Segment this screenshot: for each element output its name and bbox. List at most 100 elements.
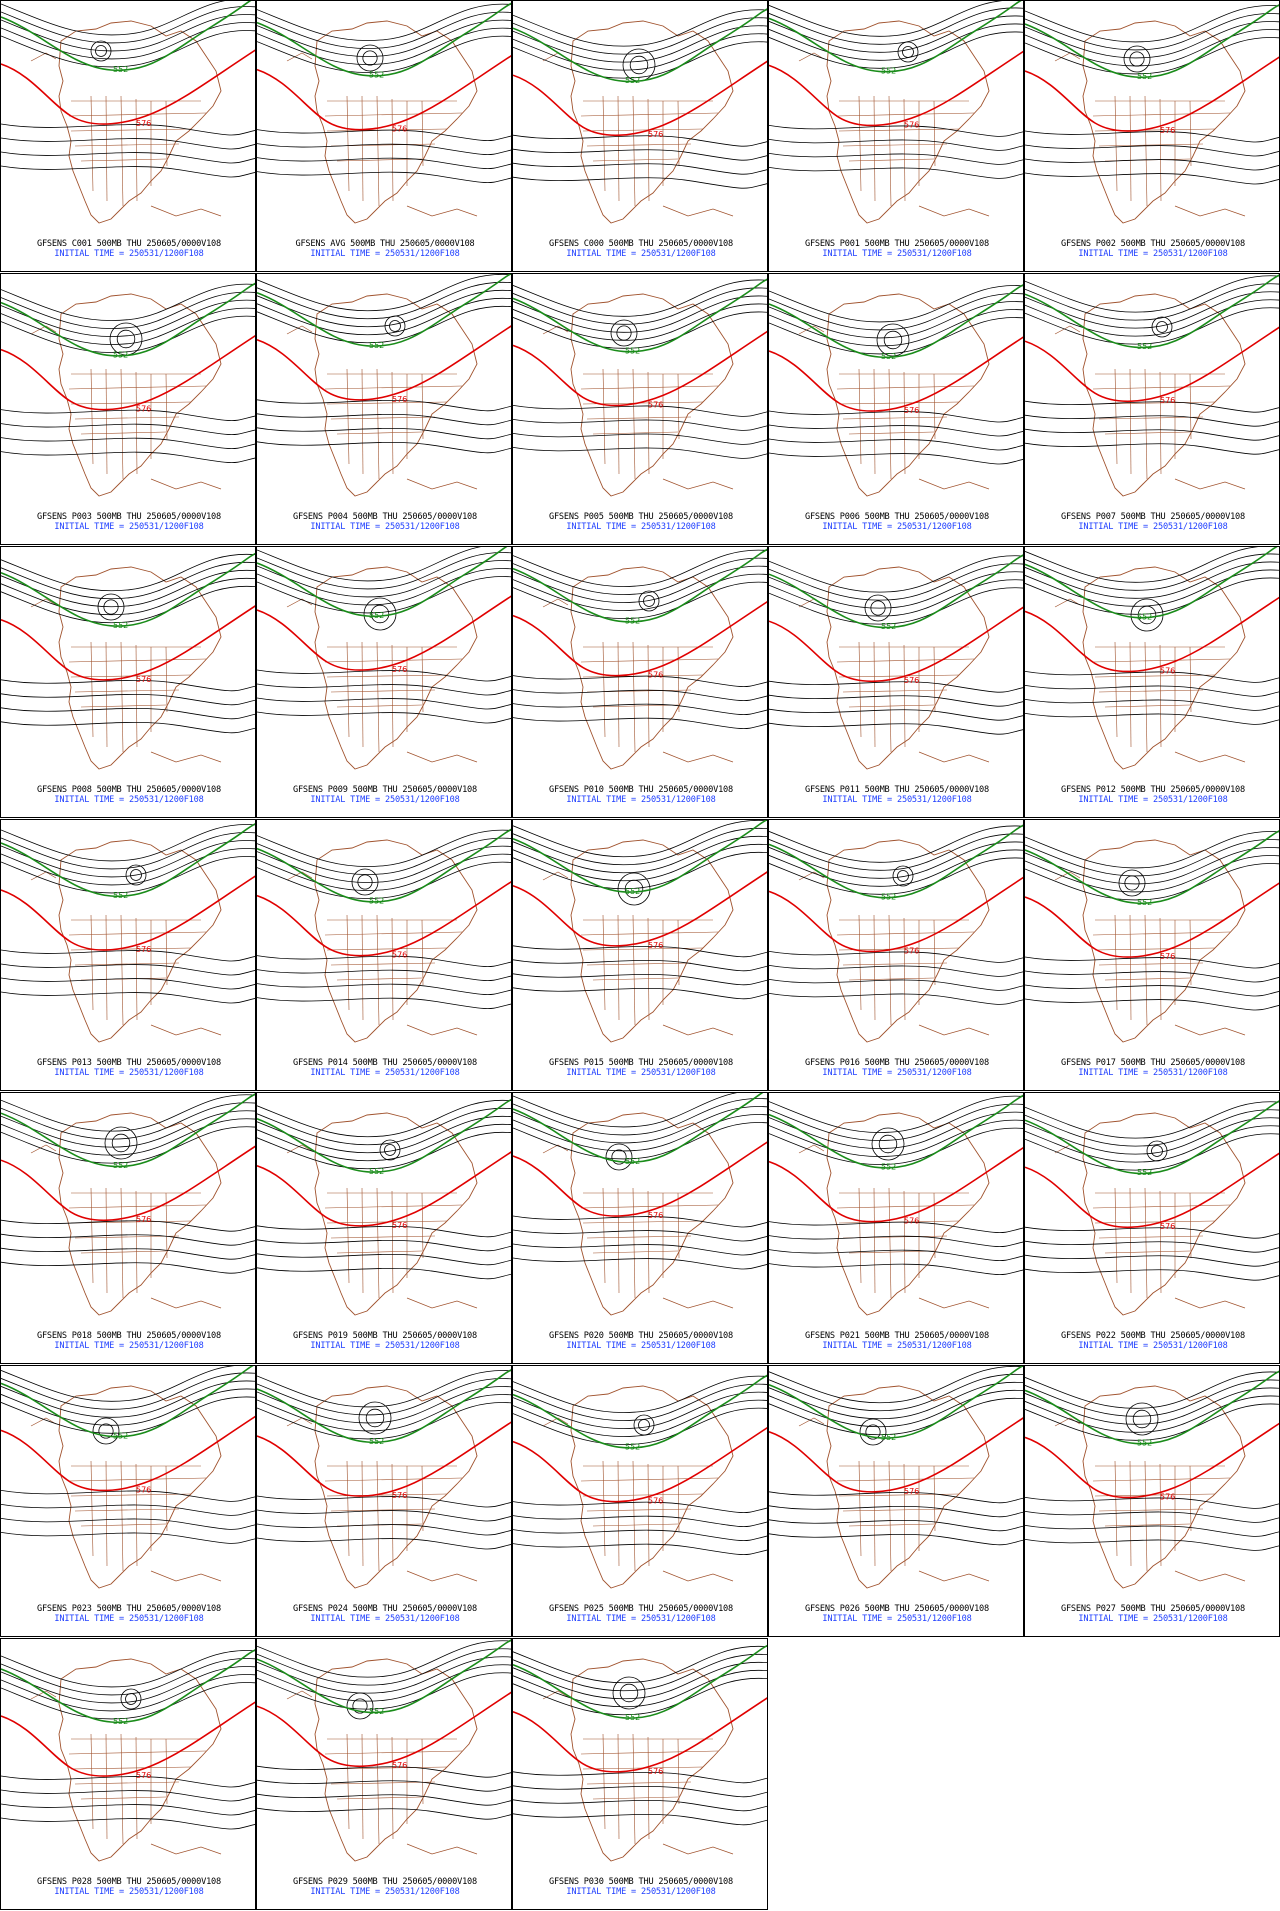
height-contour — [1025, 1268, 1279, 1281]
contour-552 — [1025, 274, 1279, 349]
panel-initial-time: INITIAL TIME = 250531/1200F108 — [822, 522, 972, 532]
state-boundary — [1094, 1493, 1216, 1497]
alaska-outline — [30, 52, 57, 62]
closed-low-contour — [116, 329, 136, 349]
contour-576 — [1, 1415, 255, 1492]
height-contour — [513, 1243, 767, 1256]
alaska-outline — [286, 871, 313, 881]
closed-low-contour — [120, 1688, 142, 1710]
height-contour — [513, 1375, 767, 1413]
height-contour — [1, 1233, 255, 1246]
state-boundary — [586, 962, 692, 966]
contour-576 — [1, 1145, 255, 1221]
contour-576 — [769, 606, 1023, 682]
contour-label-red: 576 — [648, 671, 663, 680]
height-contour-map: 552 576 — [257, 547, 511, 770]
panel-title: GFSENS P018 500MB THU 250605/0000V108 — [36, 1331, 222, 1341]
height-contour — [1025, 428, 1279, 441]
height-contour — [1, 1803, 255, 1816]
state-boundary — [933, 373, 936, 440]
contour-label-green: 552 — [1137, 898, 1152, 907]
panel-initial-time: INITIAL TIME = 250531/1200F108 — [54, 1614, 204, 1624]
height-contour — [513, 1257, 767, 1270]
contour-label-red: 576 — [648, 130, 663, 139]
state-boundary — [602, 641, 606, 738]
height-contour — [257, 983, 511, 995]
closed-low-contour — [616, 325, 632, 341]
panel-initial-time: INITIAL TIME = 250531/1200F108 — [566, 1341, 716, 1351]
height-contour — [769, 825, 1023, 863]
state-boundary — [421, 1192, 424, 1259]
alaska-outline — [542, 1144, 569, 1154]
contour-label-red: 576 — [392, 125, 407, 134]
height-contour-map: 552 576 — [1025, 547, 1279, 770]
height-contour — [513, 581, 767, 619]
ensemble-map-panel: 552 576 GFSENS P015 500MB THU 250605/0000V… — [512, 819, 768, 1091]
height-contour — [769, 841, 1023, 879]
contour-576 — [257, 1691, 511, 1767]
height-contour — [1025, 158, 1279, 171]
continent-outline — [570, 1385, 734, 1589]
state-boundary — [1159, 371, 1162, 475]
height-contour — [1025, 569, 1279, 607]
closed-low-contour — [633, 1414, 655, 1436]
contour-576 — [257, 1151, 511, 1227]
height-contour — [513, 549, 767, 587]
height-contour — [1, 1682, 255, 1720]
height-contour — [769, 438, 1023, 451]
panel-initial-time: INITIAL TIME = 250531/1200F108 — [54, 1068, 204, 1078]
height-contour — [1, 151, 255, 164]
contour-576 — [1025, 326, 1279, 402]
contour-552 — [257, 1098, 511, 1173]
height-contour-map: 552 576 — [769, 824, 1023, 1043]
ensemble-map-panel: 552 576 GFSENS P027 500MB THU 250605/0000V… — [1024, 1365, 1280, 1637]
height-contour — [769, 167, 1023, 179]
state-boundary — [135, 917, 138, 1021]
state-boundary — [376, 1460, 380, 1572]
height-contour — [513, 573, 767, 611]
state-boundary — [361, 368, 364, 475]
state-boundary — [70, 1493, 192, 1497]
state-boundary — [120, 95, 124, 207]
closed-low-contour — [612, 1676, 646, 1710]
state-boundary — [848, 431, 935, 435]
contour-label-red: 576 — [392, 951, 407, 960]
ensemble-map-panel: 552 576 GFSENS P029 500MB THU 250605/0000V… — [256, 1638, 512, 1910]
contour-552 — [1, 1649, 255, 1724]
height-contour — [513, 565, 767, 603]
closed-low-contour — [892, 865, 914, 887]
height-contour — [257, 399, 511, 412]
state-boundary — [324, 1477, 463, 1482]
height-contour — [769, 708, 1023, 721]
height-contour — [1, 1666, 255, 1704]
ensemble-map-panel: 552 576 GFSENS P023 500MB THU 250605/0000V… — [0, 1365, 256, 1637]
height-contour — [769, 833, 1023, 871]
contour-576 — [769, 1146, 1023, 1223]
state-boundary — [74, 1781, 180, 1785]
closed-low-contour — [351, 868, 379, 896]
height-contour — [513, 287, 767, 325]
height-contour — [257, 1648, 511, 1686]
closed-low-contour — [362, 50, 378, 66]
state-boundary — [617, 368, 620, 475]
state-boundary — [1092, 112, 1231, 117]
height-contour — [1025, 713, 1279, 725]
height-contour — [513, 1799, 767, 1812]
state-boundary — [376, 1187, 380, 1299]
state-boundary — [391, 1736, 394, 1840]
panel-title: GFSENS P002 500MB THU 250605/0000V108 — [1060, 239, 1246, 249]
state-boundary — [580, 1750, 719, 1755]
height-contour — [257, 969, 511, 981]
panel-title: GFSENS P003 500MB THU 250605/0000V108 — [36, 512, 222, 522]
ensemble-map-panel: 552 576 GFSENS P011 500MB THU 250605/0000V… — [768, 546, 1024, 818]
height-contour — [1, 1118, 255, 1156]
state-boundary — [592, 158, 679, 162]
state-boundary — [602, 368, 606, 465]
height-contour — [1, 1, 226, 36]
height-contour — [513, 1771, 767, 1784]
state-boundary — [647, 1190, 650, 1294]
height-contour — [1, 1094, 255, 1132]
height-contour — [1, 1102, 255, 1140]
state-boundary — [836, 112, 975, 117]
